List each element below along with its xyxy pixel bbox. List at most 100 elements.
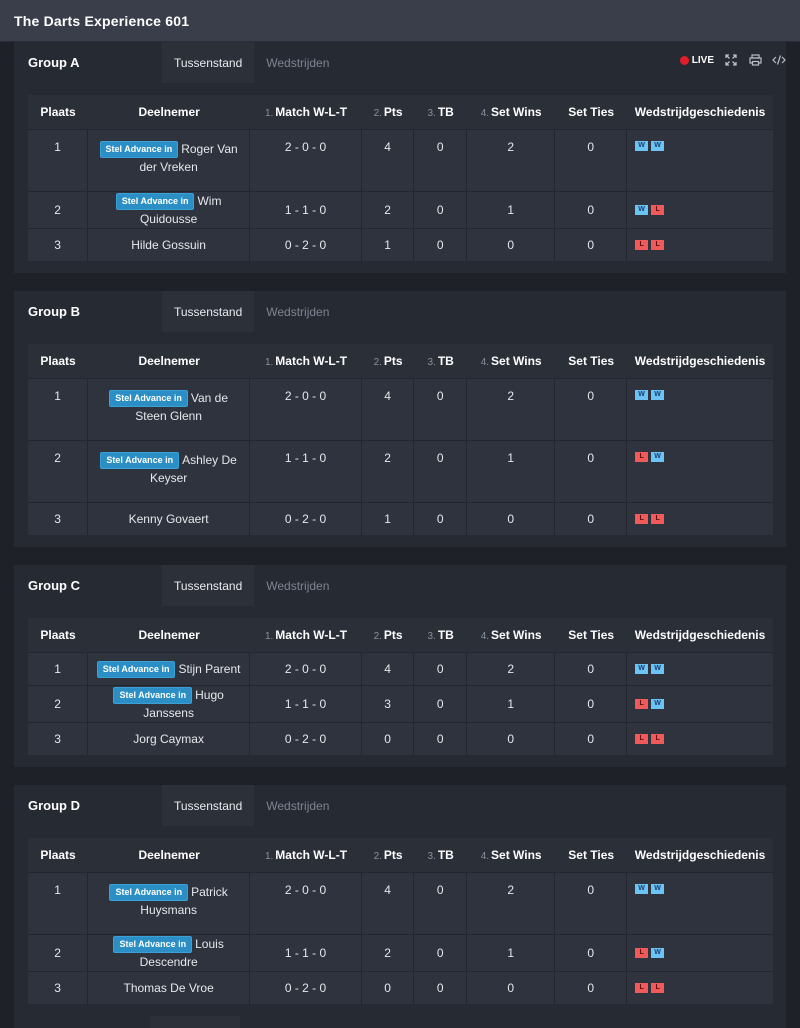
set-advance-button[interactable]: Stel Advance in <box>109 884 189 901</box>
loss-badge[interactable]: L <box>635 734 649 744</box>
col-header-tb[interactable]: 3. TB <box>414 838 467 872</box>
print-icon[interactable] <box>748 53 762 67</box>
live-indicator[interactable]: LIVE <box>679 55 714 66</box>
tab-standings[interactable]: Tussenstand <box>162 785 255 826</box>
win-badge[interactable]: W <box>651 141 665 151</box>
tab-standings[interactable]: Tussenstand <box>162 291 255 332</box>
win-badge[interactable]: W <box>651 699 665 709</box>
loss-badge[interactable]: L <box>651 514 665 524</box>
loss-badge[interactable]: L <box>635 452 649 462</box>
col-header-match[interactable]: 1. Match W-L-T <box>250 838 362 872</box>
col-header-deelnemer[interactable]: Deelnemer <box>88 618 251 652</box>
tab-matches[interactable]: Wedstrijden <box>266 578 330 593</box>
loss-badge[interactable]: L <box>635 240 649 250</box>
set-advance-button[interactable]: Stel Advance in <box>113 936 193 953</box>
cell-tb: 0 <box>414 129 467 191</box>
set-advance-button[interactable]: Stel Advance in <box>99 141 179 158</box>
participant-wrap: Kenny Govaert <box>92 510 245 528</box>
win-badge[interactable]: W <box>651 884 665 894</box>
participant-wrap: Stel Advance in Hugo Janssens <box>92 686 245 722</box>
col-header-pts[interactable]: 2. Pts <box>361 95 415 129</box>
col-rank-number: 4. <box>480 357 490 368</box>
col-header-setties[interactable]: Set Ties <box>555 618 628 652</box>
col-header-tb[interactable]: 3. TB <box>414 95 467 129</box>
participant-wrap: Stel Advance in Van de Steen Glenn <box>92 389 245 425</box>
col-header-deelnemer[interactable]: Deelnemer <box>88 838 251 872</box>
col-header-setwins[interactable]: 4. Set Wins <box>466 95 556 129</box>
col-header-match[interactable]: 1. Match W-L-T <box>250 344 362 378</box>
col-header-deelnemer[interactable]: Deelnemer <box>88 95 251 129</box>
next-group-header-stub <box>14 1016 786 1028</box>
cell-pts: 2 <box>361 191 415 228</box>
cell-setwins: 2 <box>466 129 556 191</box>
win-badge[interactable]: W <box>635 141 649 151</box>
cell-tb: 0 <box>414 440 467 502</box>
cell-participant: Stel Advance in Wim Quidousse <box>88 191 251 228</box>
col-header-setties[interactable]: Set Ties <box>555 344 628 378</box>
col-header-setties[interactable]: Set Ties <box>555 838 628 872</box>
loss-badge[interactable]: L <box>651 734 665 744</box>
tab-standings[interactable]: Tussenstand <box>162 42 255 83</box>
col-rank-number: 3. <box>427 108 436 119</box>
win-badge[interactable]: W <box>635 884 649 894</box>
col-header-pts[interactable]: 2. Pts <box>361 344 415 378</box>
loss-badge[interactable]: L <box>651 240 665 250</box>
group-spacer <box>0 767 800 785</box>
col-header-match[interactable]: 1. Match W-L-T <box>250 618 362 652</box>
tab-matches[interactable]: Wedstrijden <box>266 798 330 813</box>
win-badge[interactable]: W <box>651 948 665 958</box>
cell-place: 3 <box>28 971 89 1004</box>
set-advance-button[interactable]: Stel Advance in <box>100 452 180 469</box>
cell-participant: Stel Advance in Ashley De Keyser <box>88 440 251 502</box>
col-header-tb[interactable]: 3. TB <box>414 618 467 652</box>
col-rank-number: 2. <box>373 357 382 368</box>
tab-matches[interactable]: Wedstrijden <box>266 55 330 70</box>
win-badge[interactable]: W <box>651 390 665 400</box>
set-advance-button[interactable]: Stel Advance in <box>96 661 176 678</box>
col-header-plaats[interactable]: Plaats <box>28 95 89 129</box>
col-header-setwins[interactable]: 4. Set Wins <box>466 344 556 378</box>
col-header-setwins[interactable]: 4. Set Wins <box>466 838 556 872</box>
col-header-setties[interactable]: Set Ties <box>555 95 628 129</box>
loss-badge[interactable]: L <box>635 983 649 993</box>
fullscreen-icon[interactable] <box>724 53 738 67</box>
loss-badge[interactable]: L <box>651 205 665 215</box>
loss-badge[interactable]: L <box>651 983 665 993</box>
cell-setwins: 1 <box>466 191 556 228</box>
win-badge[interactable]: W <box>635 205 649 215</box>
cell-match: 1 - 1 - 0 <box>250 685 362 722</box>
loss-badge[interactable]: L <box>635 514 649 524</box>
tab-standings[interactable]: Tussenstand <box>162 565 255 606</box>
loss-badge[interactable]: L <box>635 699 649 709</box>
col-header-tb[interactable]: 3. TB <box>414 344 467 378</box>
participant-wrap: Stel Advance in Roger Van der Vreken <box>92 140 245 176</box>
set-advance-button[interactable]: Stel Advance in <box>113 687 193 704</box>
col-header-setwins[interactable]: 4. Set Wins <box>466 618 556 652</box>
col-rank-number: 4. <box>480 108 490 119</box>
group-panel: Group D Tussenstand Wedstrijden Plaats D… <box>14 785 786 1016</box>
col-header-deelnemer[interactable]: Deelnemer <box>88 344 251 378</box>
cell-participant: Kenny Govaert <box>88 502 251 535</box>
embed-code-icon[interactable] <box>772 53 786 67</box>
col-header-pts[interactable]: 2. Pts <box>361 838 415 872</box>
group-spacer <box>0 273 800 291</box>
win-badge[interactable]: W <box>635 390 649 400</box>
set-advance-button[interactable]: Stel Advance in <box>109 390 188 407</box>
col-header-plaats[interactable]: Plaats <box>28 618 89 652</box>
participant-name: Hilde Gossuin <box>131 238 206 252</box>
win-badge[interactable]: W <box>651 452 665 462</box>
win-badge[interactable]: W <box>635 664 649 674</box>
col-header-plaats[interactable]: Plaats <box>28 838 89 872</box>
win-badge[interactable]: W <box>651 664 665 674</box>
set-advance-button[interactable]: Stel Advance in <box>115 193 195 210</box>
tab-matches[interactable]: Wedstrijden <box>266 304 330 319</box>
standings-table-wrap: Plaats Deelnemer 1. Match W-L-T 2. Pts 3. T… <box>14 826 786 1016</box>
col-header-plaats[interactable]: Plaats <box>28 344 89 378</box>
loss-badge[interactable]: L <box>635 948 649 958</box>
standings-table-wrap: Plaats Deelnemer 1. Match W-L-T 2. Pts 3. T… <box>14 606 786 767</box>
col-header-match[interactable]: 1. Match W-L-T <box>250 95 362 129</box>
col-header-pts[interactable]: 2. Pts <box>361 618 415 652</box>
